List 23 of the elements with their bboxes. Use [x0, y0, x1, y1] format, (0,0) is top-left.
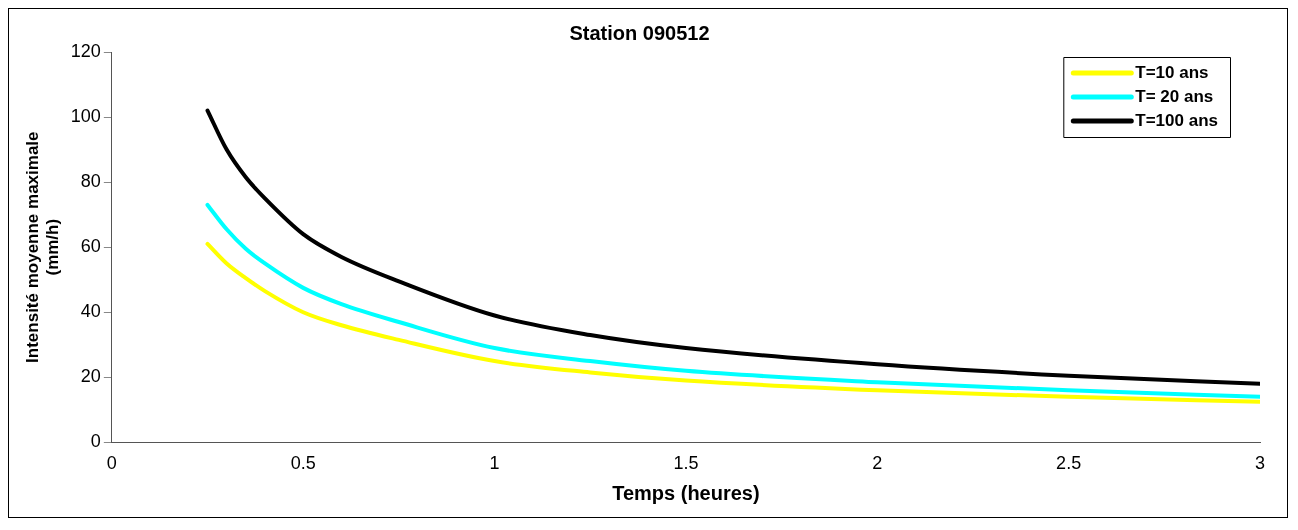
x-axis-title: Temps (heures) — [612, 481, 760, 504]
line-series — [205, 241, 1260, 404]
y-tick-label: 60 — [80, 236, 101, 257]
x-tick-label: 2 — [872, 453, 883, 474]
legend-label: T= 20 ans — [1135, 86, 1214, 106]
x-tick-label: 0.5 — [290, 453, 316, 474]
x-tick-label: 2.5 — [1056, 453, 1082, 474]
x-tick-label: 0 — [106, 453, 117, 474]
chart-title: Station 090512 — [569, 21, 710, 44]
x-tick-label: 3 — [1254, 453, 1266, 474]
y-tick-label: 40 — [80, 301, 101, 322]
y-tick-label: 120 — [70, 40, 101, 61]
y-tick-label: 20 — [80, 366, 101, 387]
y-tick-label: 80 — [80, 171, 101, 192]
y-tick-label: 0 — [90, 431, 101, 452]
y-axis-title: Intensité moyenne maximale (mm/h) — [22, 131, 63, 363]
x-tick-label: 1 — [489, 453, 500, 474]
y-tick-label: 100 — [70, 106, 101, 127]
line-series — [205, 108, 1260, 386]
legend-label: T=100 ans — [1135, 110, 1219, 130]
legend-label: T=10 ans — [1135, 62, 1209, 82]
line-series — [205, 202, 1260, 399]
x-tick-label: 1.5 — [673, 453, 699, 474]
